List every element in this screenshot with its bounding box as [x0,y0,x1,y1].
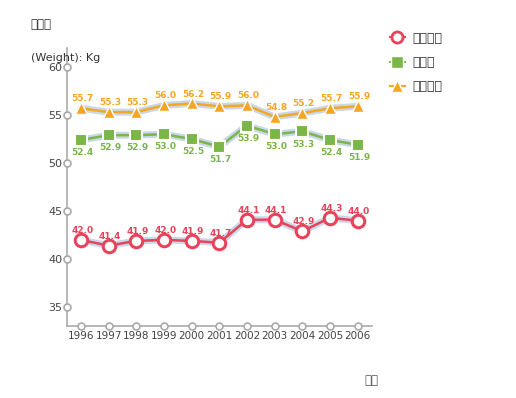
Text: 53.0: 53.0 [154,142,176,152]
Text: 56.0: 56.0 [237,92,259,100]
Text: 55.3: 55.3 [126,98,149,107]
Text: 41.7: 41.7 [209,229,232,238]
Text: 56.2: 56.2 [182,90,204,99]
Text: 55.2: 55.2 [293,99,315,108]
Text: 42.0: 42.0 [71,226,93,235]
Text: 41.9: 41.9 [126,227,149,236]
Text: (Weight): Kg: (Weight): Kg [30,53,100,63]
Text: 42.0: 42.0 [154,226,176,235]
Text: 41.4: 41.4 [99,232,121,241]
Text: 연도: 연도 [364,374,379,387]
Text: 52.9: 52.9 [126,143,149,152]
Text: 51.9: 51.9 [348,153,370,162]
Text: 56.0: 56.0 [154,92,176,100]
Text: 52.5: 52.5 [182,147,204,156]
Text: 44.1: 44.1 [237,206,260,215]
Text: 53.3: 53.3 [293,140,315,148]
Text: 몸무게: 몸무게 [30,18,52,31]
Text: 55.3: 55.3 [99,98,121,107]
Text: 44.3: 44.3 [320,204,343,213]
Text: 55.9: 55.9 [209,92,232,101]
Text: 54.8: 54.8 [265,103,287,112]
Text: 55.7: 55.7 [320,94,343,103]
Legend: 초등학교, 중학교, 고등학교: 초등학교, 중학교, 고등학교 [390,32,442,93]
Text: 52.9: 52.9 [99,143,121,152]
Text: 55.9: 55.9 [348,92,370,101]
Text: 51.7: 51.7 [209,155,232,164]
Text: 52.4: 52.4 [320,148,343,157]
Text: 42.9: 42.9 [293,217,315,226]
Text: 55.7: 55.7 [71,94,93,103]
Text: 53.9: 53.9 [237,134,260,143]
Text: 52.4: 52.4 [71,148,93,157]
Text: 41.9: 41.9 [182,227,204,236]
Text: 53.0: 53.0 [265,142,287,152]
Text: 44.1: 44.1 [265,206,287,215]
Text: 44.0: 44.0 [348,207,370,216]
